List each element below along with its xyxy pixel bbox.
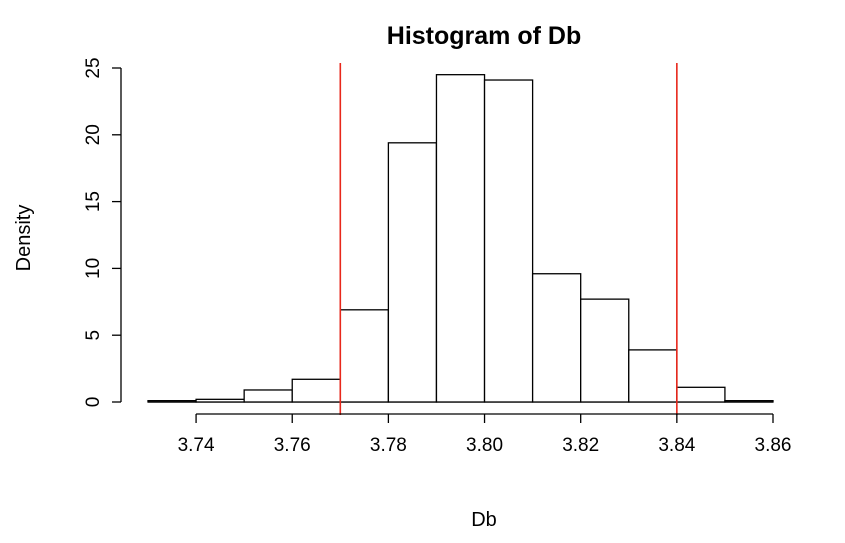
histogram-bar-3 bbox=[243, 389, 293, 403]
chart-title: Histogram of Db bbox=[387, 22, 581, 50]
histogram-bar-11 bbox=[628, 349, 678, 403]
x-tick-label-6: 3.84 bbox=[658, 435, 695, 456]
histogram-bar-2 bbox=[195, 398, 245, 403]
y-tick-label-4: 15 bbox=[83, 191, 104, 212]
histogram-bar-10 bbox=[580, 298, 630, 403]
axes-layer: 3.74 3.76 3.78 3.80 3.82 3.84 3.86 0 5 10 15 20 25 bbox=[83, 57, 791, 456]
histogram-bar-13 bbox=[724, 400, 774, 403]
histogram-bar-9 bbox=[531, 273, 582, 403]
histogram-bar-12 bbox=[676, 386, 726, 403]
histogram-bar-7 bbox=[435, 74, 486, 403]
y-tick-label-1: 0 bbox=[83, 397, 104, 408]
x-tick-label-5: 3.82 bbox=[562, 435, 599, 456]
y-tick-label-6: 25 bbox=[83, 57, 104, 78]
histogram-bar-1 bbox=[147, 400, 197, 403]
x-tick-label-7: 3.86 bbox=[755, 435, 792, 456]
y-tick-label-3: 10 bbox=[83, 258, 104, 279]
y-tick-label-2: 5 bbox=[83, 330, 104, 341]
y-tick-label-5: 20 bbox=[83, 124, 104, 145]
x-tick-label-1: 3.74 bbox=[178, 435, 215, 456]
x-axis-label: Db bbox=[471, 509, 497, 531]
histogram-bar-5 bbox=[339, 309, 390, 403]
x-tick-label-4: 3.80 bbox=[466, 435, 503, 456]
x-tick-label-2: 3.76 bbox=[274, 435, 311, 456]
reference-lines-layer bbox=[339, 63, 678, 415]
y-axis-label: Density bbox=[13, 205, 35, 272]
bars-layer bbox=[147, 74, 774, 403]
histogram-bar-8 bbox=[483, 79, 534, 403]
histogram-bar-4 bbox=[291, 378, 341, 403]
histogram-bar-6 bbox=[387, 142, 438, 403]
x-tick-label-3: 3.78 bbox=[370, 435, 407, 456]
